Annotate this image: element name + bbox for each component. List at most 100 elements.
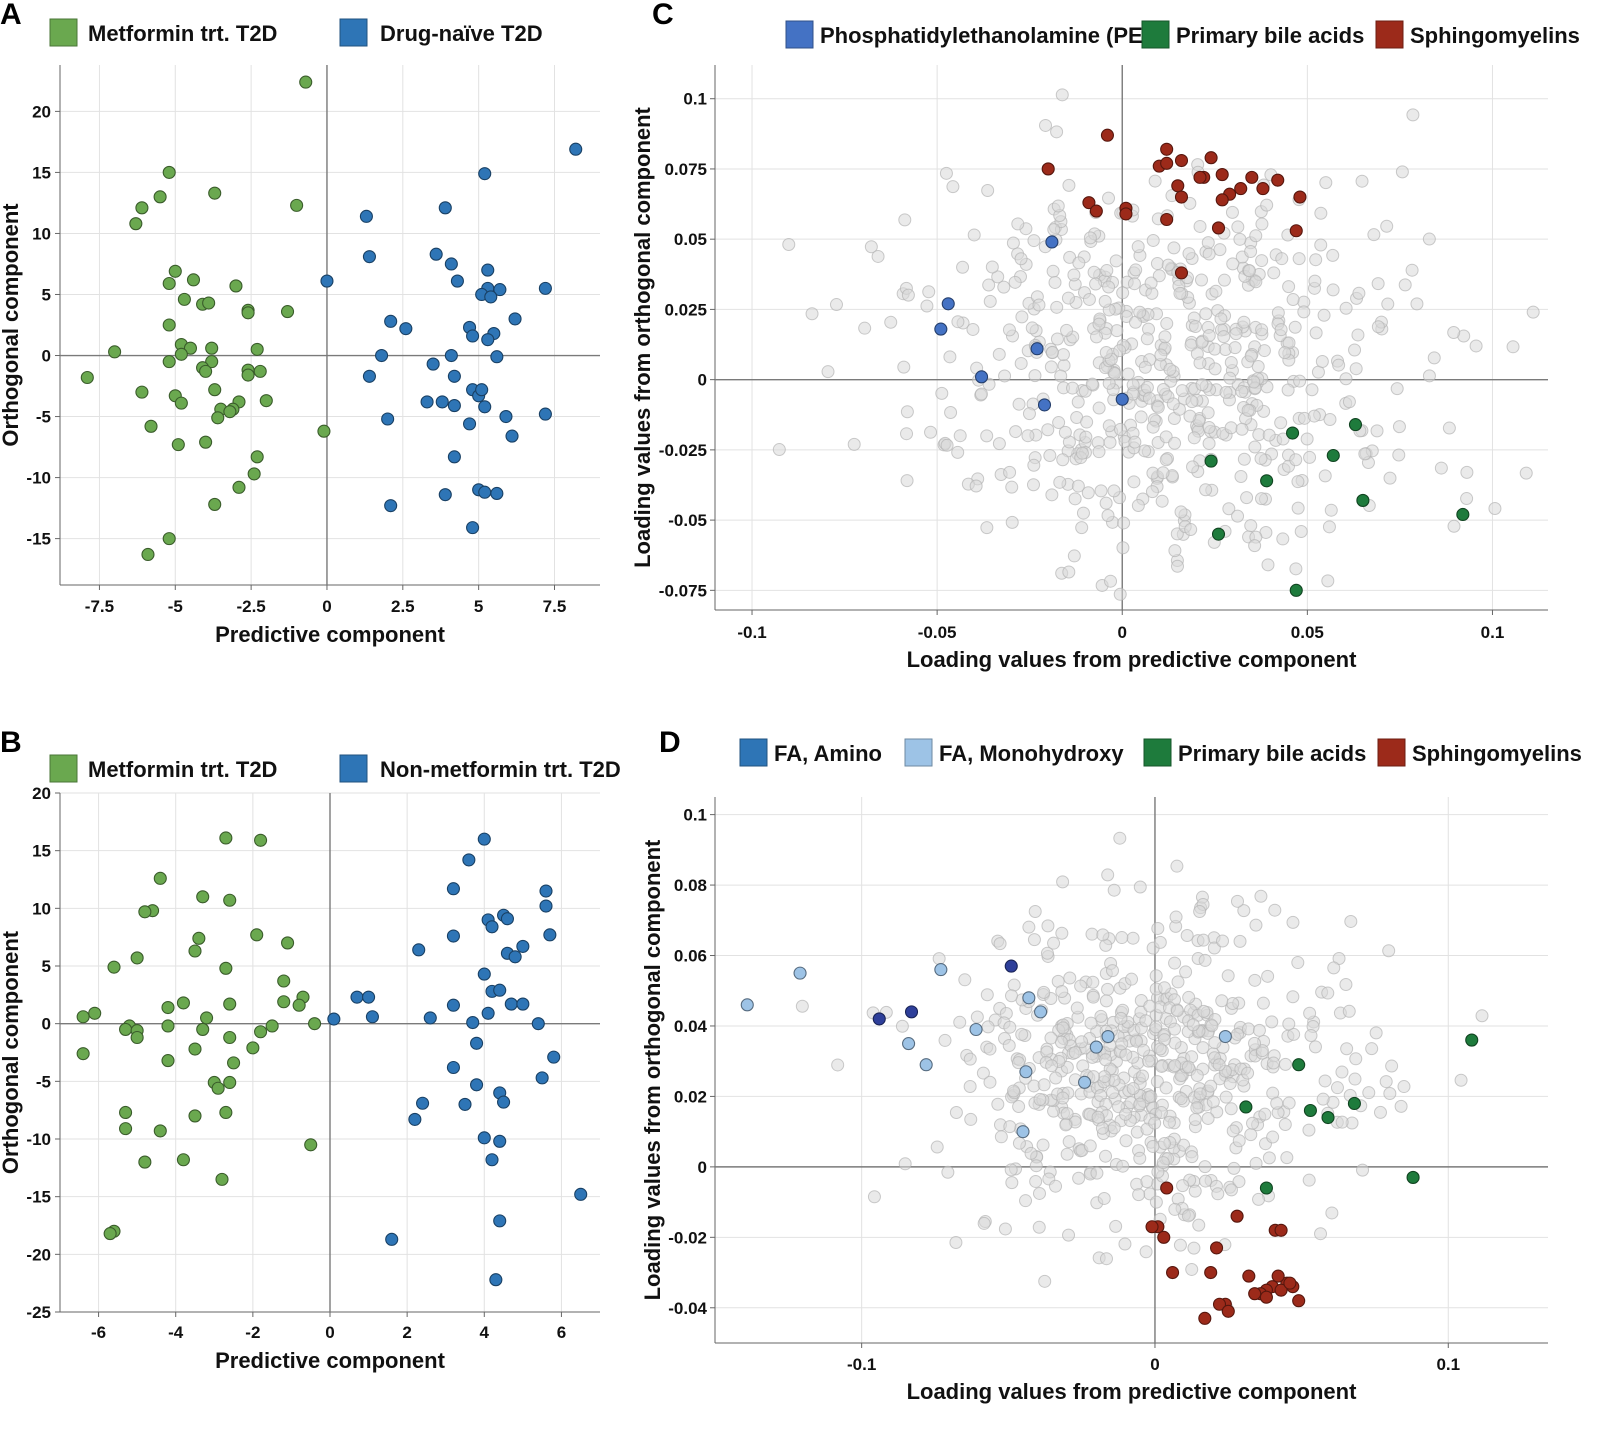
background-point [1229,327,1243,341]
data-point [1211,527,1226,541]
data-point [1078,1075,1092,1089]
background-point [970,1010,984,1024]
background-point [1219,385,1233,399]
background-point [1201,236,1215,250]
panel-label-a: A [0,0,22,31]
background-point [1131,499,1145,513]
background-point [1101,982,1115,996]
background-point [1208,1036,1222,1050]
background-point [1126,931,1140,945]
background-point [1244,349,1258,363]
background-point [1324,503,1338,517]
background-point [1190,1101,1204,1115]
background-point [1109,254,1123,268]
background-point [1369,1026,1383,1040]
data-point [308,1017,322,1031]
data-point [1348,418,1363,432]
background-point [940,438,954,452]
background-point [1137,1043,1151,1057]
background-point [1243,264,1257,278]
background-point [1027,458,1041,472]
background-point [1232,1134,1246,1148]
background-point [1062,1228,1076,1242]
background-point [1099,1252,1113,1266]
data-point [1259,1181,1273,1195]
data-point [493,1214,507,1228]
x-axis-title: Loading values from predictive component [907,647,1358,672]
background-point [1066,381,1080,395]
data-point [1245,170,1259,184]
background-point [867,1190,881,1204]
background-point [1101,868,1115,882]
x-tick-label: -2 [245,1323,260,1342]
background-point [1007,1084,1021,1098]
background-point [1223,1077,1237,1091]
data-point [1326,448,1340,463]
y-tick-label: -0.04 [668,1299,707,1318]
background-point [1086,975,1100,989]
background-point [1148,1116,1162,1130]
background-point [1488,502,1502,516]
background-point [1211,1187,1225,1201]
data-point [320,274,334,288]
background-point [1092,401,1106,415]
background-point [1168,544,1182,558]
y-axis-title: Loading values from orthogonal component [630,106,655,567]
background-point [1166,397,1180,411]
background-point [1241,403,1255,417]
background-point [1100,264,1114,278]
background-point [1168,956,1182,970]
background-point [1055,88,1069,102]
background-point [1365,1042,1379,1056]
background-point [1224,355,1238,369]
data-point [174,347,188,361]
background-point [1033,1092,1047,1106]
data-point [1285,426,1300,440]
background-point [1332,358,1346,372]
background-point [1268,903,1282,917]
y-tick-label: 10 [32,899,51,918]
background-point [1307,409,1321,423]
background-point [1095,1121,1109,1135]
y-tick-label: 0.04 [674,1017,708,1036]
background-point [1139,1245,1153,1259]
legend-label: Sphingomyelins [1412,741,1582,766]
background-point [1303,450,1317,464]
background-point [1032,298,1046,312]
background-point [1392,448,1406,462]
background-point [1289,562,1303,576]
background-point [1222,502,1236,516]
series-0 [76,831,322,1241]
y-axis-title: Orthogonal component [0,930,23,1174]
background-point [1303,1006,1317,1020]
data-point [215,1172,229,1186]
legend-label: Drug-naïve T2D [380,21,543,46]
background-point [1208,342,1222,356]
data-point [1115,392,1129,406]
background-point [1302,1123,1316,1137]
y-tick-label: 0 [698,371,707,390]
background-point [1280,1151,1294,1165]
background-point [1041,423,1055,437]
background-point [1179,965,1193,979]
background-point [898,213,912,227]
background-point [1163,362,1177,376]
background-point [981,183,995,197]
background-point [1190,1069,1204,1083]
background-point [980,521,994,535]
background-point [1348,343,1362,357]
background-point [1249,275,1263,289]
x-tick-label: 4 [480,1323,490,1342]
background-point [1097,1191,1111,1205]
data-point [138,1155,152,1169]
background-point [1090,1166,1104,1180]
x-axis-title: Predictive component [215,622,446,647]
background-point [1047,936,1061,950]
background-point [1101,509,1115,523]
data-point [223,893,237,907]
background-point [1125,972,1139,986]
data-point [130,1030,144,1045]
background-point [1281,383,1295,397]
background-point [1012,1136,1026,1150]
data-point [1242,1269,1256,1283]
